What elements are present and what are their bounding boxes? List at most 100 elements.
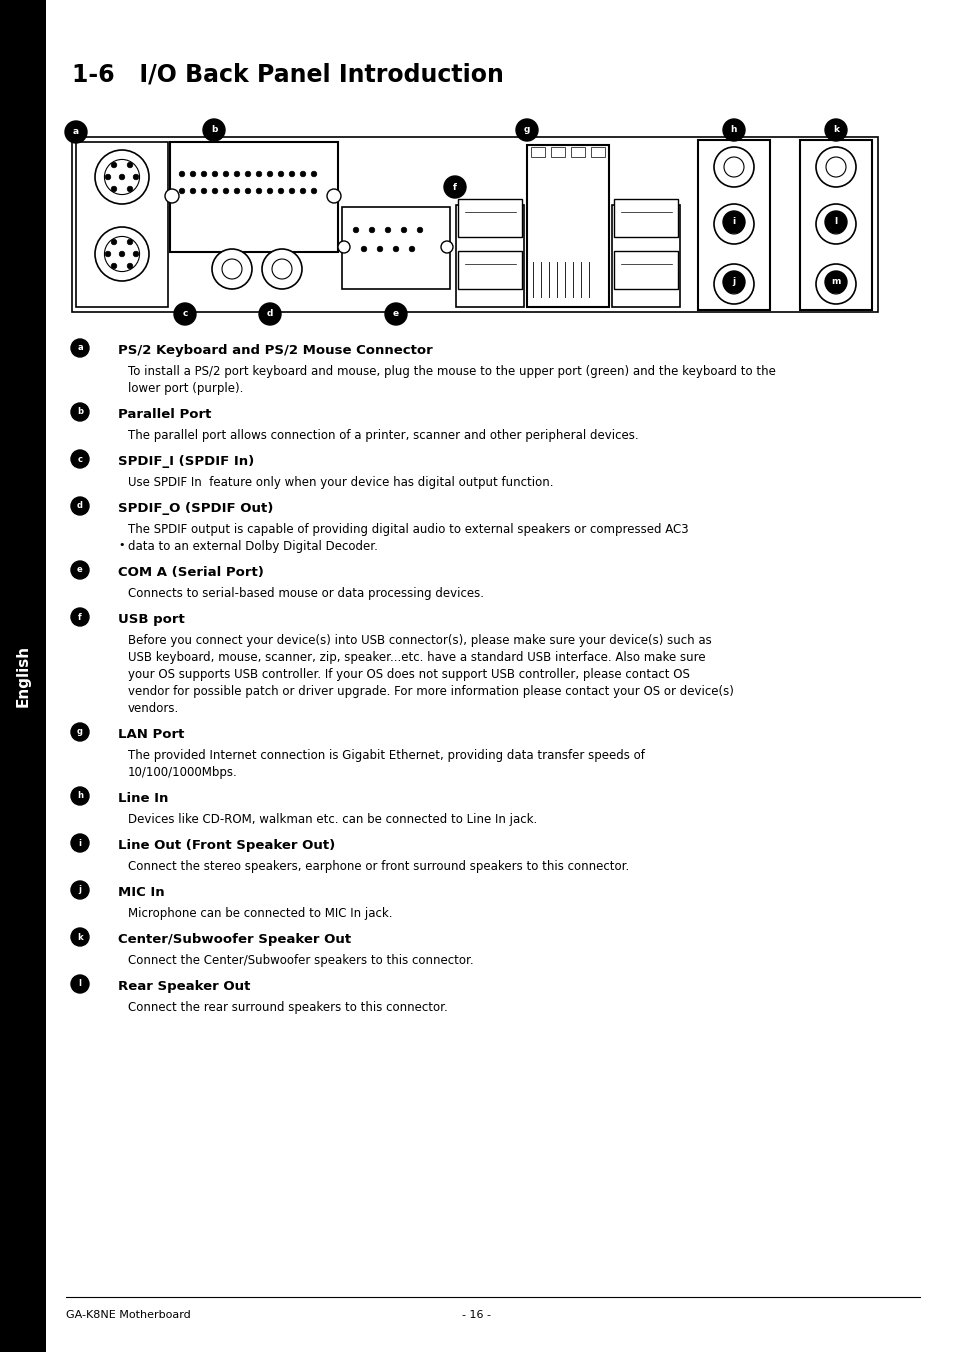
Circle shape	[233, 188, 239, 193]
Circle shape	[112, 162, 116, 168]
Circle shape	[119, 174, 125, 180]
Text: MIC In: MIC In	[118, 886, 165, 899]
Circle shape	[815, 264, 855, 304]
Text: SPDIF_O (SPDIF Out): SPDIF_O (SPDIF Out)	[118, 502, 274, 515]
Text: LAN Port: LAN Port	[118, 727, 184, 741]
Circle shape	[119, 251, 125, 257]
Bar	[614, 251, 678, 289]
Circle shape	[289, 188, 294, 193]
Circle shape	[165, 189, 179, 203]
Circle shape	[71, 498, 89, 515]
Circle shape	[327, 189, 340, 203]
Circle shape	[71, 787, 89, 804]
Circle shape	[723, 157, 743, 177]
Circle shape	[825, 214, 845, 234]
Circle shape	[369, 227, 375, 233]
Circle shape	[233, 172, 239, 177]
Text: b: b	[77, 407, 83, 416]
Text: Before you connect your device(s) into USB connector(s), please make sure your d: Before you connect your device(s) into U…	[128, 634, 711, 648]
Circle shape	[127, 264, 132, 269]
Circle shape	[267, 188, 273, 193]
Circle shape	[443, 176, 465, 197]
Bar	[571, 147, 584, 157]
Circle shape	[815, 204, 855, 243]
Bar	[170, 142, 337, 251]
Circle shape	[824, 211, 846, 233]
Circle shape	[722, 211, 744, 233]
Circle shape	[104, 237, 139, 272]
Circle shape	[71, 975, 89, 992]
Circle shape	[104, 160, 139, 195]
Circle shape	[393, 246, 398, 251]
Circle shape	[127, 162, 132, 168]
Circle shape	[401, 227, 406, 233]
Bar	[614, 199, 678, 237]
Circle shape	[223, 172, 229, 177]
Circle shape	[212, 188, 217, 193]
Circle shape	[278, 172, 283, 177]
Circle shape	[71, 450, 89, 468]
Circle shape	[409, 246, 415, 251]
Circle shape	[416, 227, 422, 233]
Circle shape	[173, 303, 195, 324]
Text: c: c	[182, 310, 188, 319]
Bar	[531, 147, 544, 157]
Bar	[341, 207, 450, 289]
Circle shape	[825, 157, 845, 177]
Circle shape	[815, 147, 855, 187]
Text: k: k	[77, 933, 83, 941]
Circle shape	[258, 303, 281, 324]
Text: Connect the rear surround speakers to this connector.: Connect the rear surround speakers to th…	[128, 1000, 447, 1014]
Circle shape	[245, 172, 251, 177]
Circle shape	[376, 246, 382, 251]
Text: Connects to serial-based mouse or data processing devices.: Connects to serial-based mouse or data p…	[128, 587, 483, 600]
Circle shape	[71, 608, 89, 626]
Circle shape	[95, 150, 149, 204]
Circle shape	[262, 249, 302, 289]
Circle shape	[71, 339, 89, 357]
Text: e: e	[77, 565, 83, 575]
Text: PS/2 Keyboard and PS/2 Mouse Connector: PS/2 Keyboard and PS/2 Mouse Connector	[118, 343, 433, 357]
Text: h: h	[730, 126, 737, 134]
Text: a: a	[72, 127, 79, 137]
Circle shape	[311, 172, 316, 177]
Text: To install a PS/2 port keyboard and mouse, plug the mouse to the upper port (gre: To install a PS/2 port keyboard and mous…	[128, 365, 775, 379]
Text: c: c	[77, 454, 82, 464]
Text: The provided Internet connection is Gigabit Ethernet, providing data transfer sp: The provided Internet connection is Giga…	[128, 749, 644, 763]
Text: Use SPDIF In  feature only when your device has digital output function.: Use SPDIF In feature only when your devi…	[128, 476, 553, 489]
Circle shape	[201, 188, 207, 193]
Text: l: l	[834, 218, 837, 227]
Circle shape	[722, 270, 744, 293]
Text: •: •	[118, 539, 125, 550]
Text: Parallel Port: Parallel Port	[118, 408, 212, 420]
Circle shape	[256, 188, 261, 193]
Text: d: d	[267, 310, 273, 319]
Circle shape	[361, 246, 366, 251]
Circle shape	[179, 172, 185, 177]
Circle shape	[723, 214, 743, 234]
Circle shape	[201, 172, 207, 177]
Circle shape	[516, 119, 537, 141]
Bar	[590, 147, 604, 157]
Text: d: d	[77, 502, 83, 511]
Text: USB keyboard, mouse, scanner, zip, speaker...etc. have a standard USB interface.: USB keyboard, mouse, scanner, zip, speak…	[128, 652, 705, 664]
Circle shape	[112, 239, 116, 245]
Circle shape	[245, 188, 251, 193]
Text: Center/Subwoofer Speaker Out: Center/Subwoofer Speaker Out	[118, 933, 351, 946]
Text: Devices like CD-ROM, walkman etc. can be connected to Line In jack.: Devices like CD-ROM, walkman etc. can be…	[128, 813, 537, 826]
Circle shape	[212, 249, 252, 289]
Circle shape	[300, 172, 306, 177]
Text: COM A (Serial Port): COM A (Serial Port)	[118, 566, 264, 579]
Circle shape	[713, 264, 753, 304]
Bar	[457, 251, 521, 289]
Text: The SPDIF output is capable of providing digital audio to external speakers or c: The SPDIF output is capable of providing…	[128, 523, 688, 535]
Text: Line Out (Front Speaker Out): Line Out (Front Speaker Out)	[118, 840, 335, 852]
Text: 1-6   I/O Back Panel Introduction: 1-6 I/O Back Panel Introduction	[71, 62, 503, 87]
Text: a: a	[77, 343, 83, 353]
Text: h: h	[77, 791, 83, 800]
Bar	[800, 141, 871, 310]
Text: Connect the stereo speakers, earphone or front surround speakers to this connect: Connect the stereo speakers, earphone or…	[128, 860, 629, 873]
Circle shape	[127, 239, 132, 245]
Text: your OS supports USB controller. If your OS does not support USB controller, ple: your OS supports USB controller. If your…	[128, 668, 689, 681]
Circle shape	[127, 187, 132, 192]
